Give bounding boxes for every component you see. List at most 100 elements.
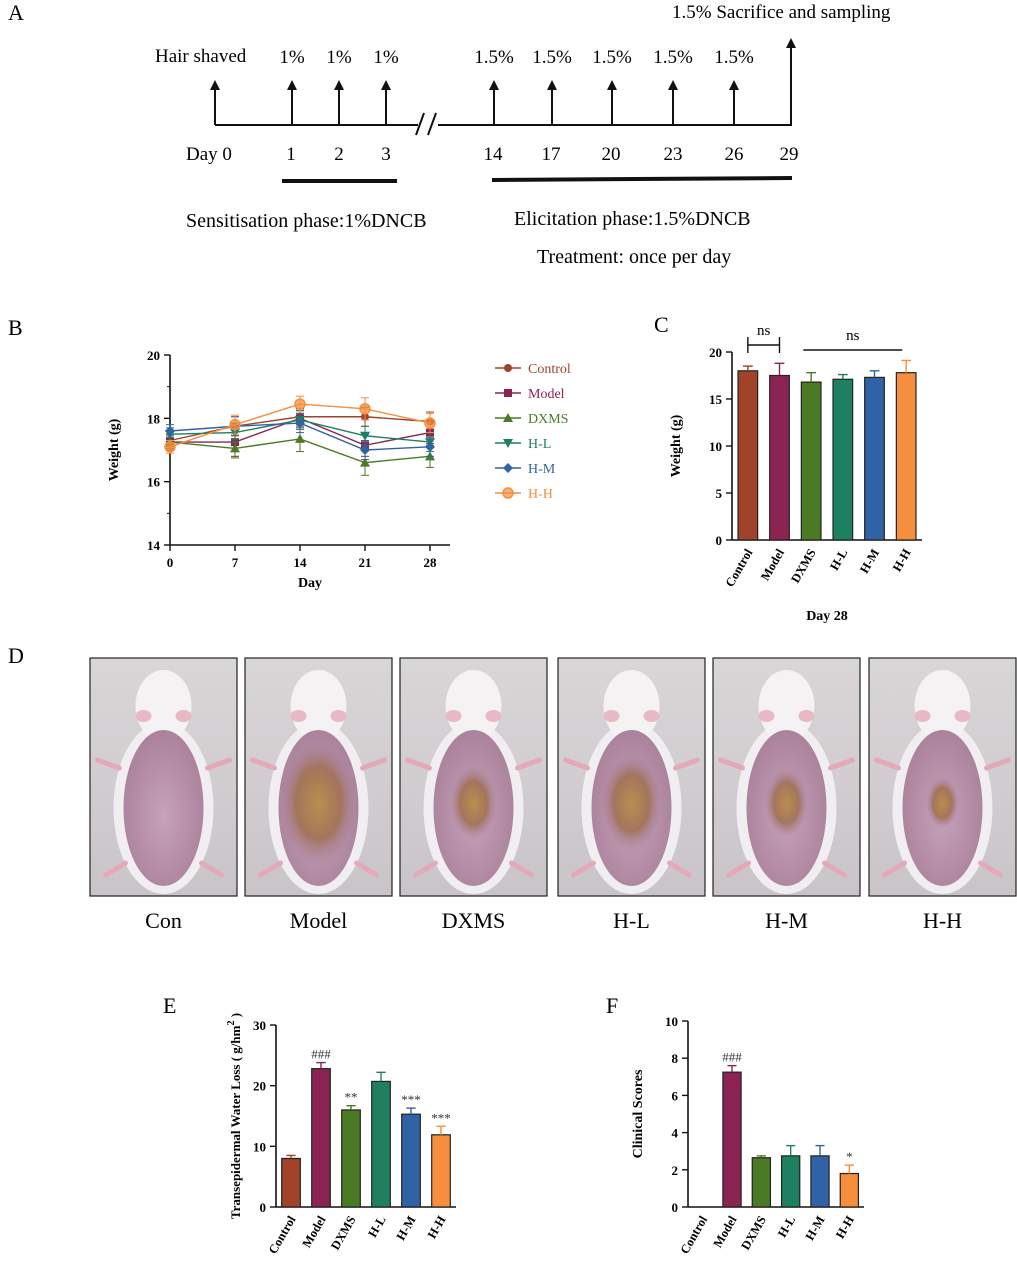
mouse-paws bbox=[250, 757, 387, 878]
x-tick-label: H-M bbox=[394, 1213, 419, 1242]
timeline-day-label: Day 0 bbox=[186, 144, 232, 165]
treatment-label: Treatment: once per day bbox=[537, 246, 731, 268]
day-tick-label: 3 bbox=[381, 144, 391, 165]
data-point bbox=[295, 433, 305, 443]
x-tick-label: DXMS bbox=[788, 546, 819, 585]
data-point bbox=[359, 403, 371, 415]
skin-lesion bbox=[765, 769, 808, 837]
x-tick-label: H-H bbox=[890, 546, 914, 574]
y-tick-label: 10 bbox=[253, 1139, 266, 1154]
photo-label: DXMS bbox=[442, 908, 506, 933]
x-tick-label: Control bbox=[677, 1213, 710, 1256]
hair-arrow-head bbox=[210, 80, 220, 90]
mouse-head bbox=[135, 670, 192, 742]
y-tick-label: 30 bbox=[253, 1018, 266, 1033]
y-tick-label: 0 bbox=[716, 533, 723, 548]
legend-label: Model bbox=[528, 387, 565, 402]
significance-label: *** bbox=[431, 1110, 451, 1125]
y-tick-label: 14 bbox=[147, 538, 161, 553]
bar-H-H bbox=[839, 1172, 860, 1208]
photo-label: H-H bbox=[923, 908, 962, 933]
significance-label: ### bbox=[722, 1050, 742, 1065]
elic-dose-label: 1.5% bbox=[653, 47, 693, 68]
bar-H-M bbox=[810, 1155, 830, 1208]
y-tick-label: 10 bbox=[709, 439, 722, 454]
mouse-paws bbox=[874, 757, 1011, 878]
photo-label: H-M bbox=[765, 908, 808, 933]
x-axis-title: Day 28 bbox=[806, 609, 848, 624]
mouse-photo: Model bbox=[244, 657, 393, 933]
legend-label: H-L bbox=[528, 437, 551, 452]
significance-label: ** bbox=[345, 1090, 358, 1105]
data-point bbox=[230, 443, 240, 453]
bar-H-L bbox=[832, 378, 854, 541]
panel-label-e: E bbox=[163, 993, 176, 1018]
mouse-paws bbox=[405, 757, 542, 878]
timeline-panel: 1.5% Sacrifice and sampling Hair shaved … bbox=[155, 2, 891, 268]
x-tick-label: H-L bbox=[827, 547, 850, 573]
sens-dose-label: 1% bbox=[326, 47, 352, 68]
sensitisation-label: Sensitisation phase:1%DNCB bbox=[186, 210, 427, 232]
sens-arrow-head bbox=[334, 80, 344, 90]
elicitation-label: Elicitation phase:1.5%DNCB bbox=[514, 208, 751, 230]
mouse-ear bbox=[954, 710, 971, 722]
timeline-hair-label: Hair shaved bbox=[155, 46, 247, 67]
x-tick-label: 28 bbox=[424, 555, 438, 570]
legend-label: Control bbox=[528, 362, 571, 377]
mouse-head bbox=[603, 670, 660, 742]
mouse-paws bbox=[718, 757, 855, 878]
day-tick-label: 26 bbox=[725, 144, 744, 165]
y-axis-title: Weight (g) bbox=[669, 414, 684, 477]
bar-Model bbox=[311, 1068, 331, 1208]
tewl-bar-chart: 0 10 20 30 Control ### Model ** DXMS H-L *** H-M ***… bbox=[226, 1013, 456, 1256]
y-axis-title-sup: 2 bbox=[226, 1021, 237, 1026]
photo-label: Con bbox=[145, 908, 182, 933]
bar-DXMS bbox=[800, 381, 822, 541]
elic-dose-label: 1.5% bbox=[532, 47, 572, 68]
data-point bbox=[229, 418, 241, 431]
photo-label: H-L bbox=[613, 908, 650, 933]
photo-label: Model bbox=[290, 908, 347, 933]
day-tick-label: 17 bbox=[542, 144, 561, 165]
axis-break-mark bbox=[415, 112, 425, 136]
weight-bar-chart: 0 5 10 15 20 Control Model DXMS H-L H-M H-H Weight … bbox=[669, 323, 922, 624]
mouse-head bbox=[290, 670, 347, 742]
shaved-skin bbox=[123, 730, 204, 886]
x-tick-label: DXMS bbox=[738, 1213, 769, 1252]
y-tick-label: 10 bbox=[665, 1014, 678, 1029]
data-point bbox=[294, 398, 306, 410]
y-tick-label: 5 bbox=[716, 486, 723, 501]
mouse-ear bbox=[330, 710, 347, 722]
data-point bbox=[425, 441, 435, 452]
mouse-head bbox=[445, 670, 502, 742]
x-tick-label: H-L bbox=[365, 1214, 388, 1240]
legend-marker bbox=[503, 413, 513, 422]
legend-marker bbox=[503, 463, 513, 473]
y-axis-title: Clinical Scores bbox=[631, 1069, 646, 1158]
bar-H-L bbox=[371, 1080, 391, 1208]
mouse-paws bbox=[563, 757, 700, 878]
skin-lesion bbox=[926, 777, 959, 829]
bar-DXMS bbox=[751, 1157, 772, 1208]
bar-Control bbox=[737, 370, 759, 541]
y-tick-label: 8 bbox=[672, 1051, 679, 1066]
data-point bbox=[360, 431, 370, 441]
significance-label: ### bbox=[311, 1047, 331, 1062]
mouse-ear bbox=[175, 710, 192, 722]
legend-label: DXMS bbox=[528, 412, 568, 427]
skin-lesion bbox=[602, 755, 661, 851]
significance-label: ns bbox=[846, 328, 860, 344]
bar-H-M bbox=[864, 376, 885, 541]
mouse-paws bbox=[95, 757, 232, 878]
elic-arrow-head bbox=[607, 80, 617, 90]
elic-arrow-head bbox=[668, 80, 678, 90]
x-axis-title: Day bbox=[298, 576, 322, 591]
y-tick-label: 4 bbox=[672, 1126, 679, 1141]
elicitation-bar bbox=[491, 176, 793, 182]
skin-lesion bbox=[280, 742, 357, 864]
legend-label: H-M bbox=[528, 462, 556, 477]
y-tick-label: 18 bbox=[147, 411, 161, 426]
x-tick-label: H-H bbox=[833, 1213, 857, 1241]
bar-H-H bbox=[895, 372, 917, 541]
